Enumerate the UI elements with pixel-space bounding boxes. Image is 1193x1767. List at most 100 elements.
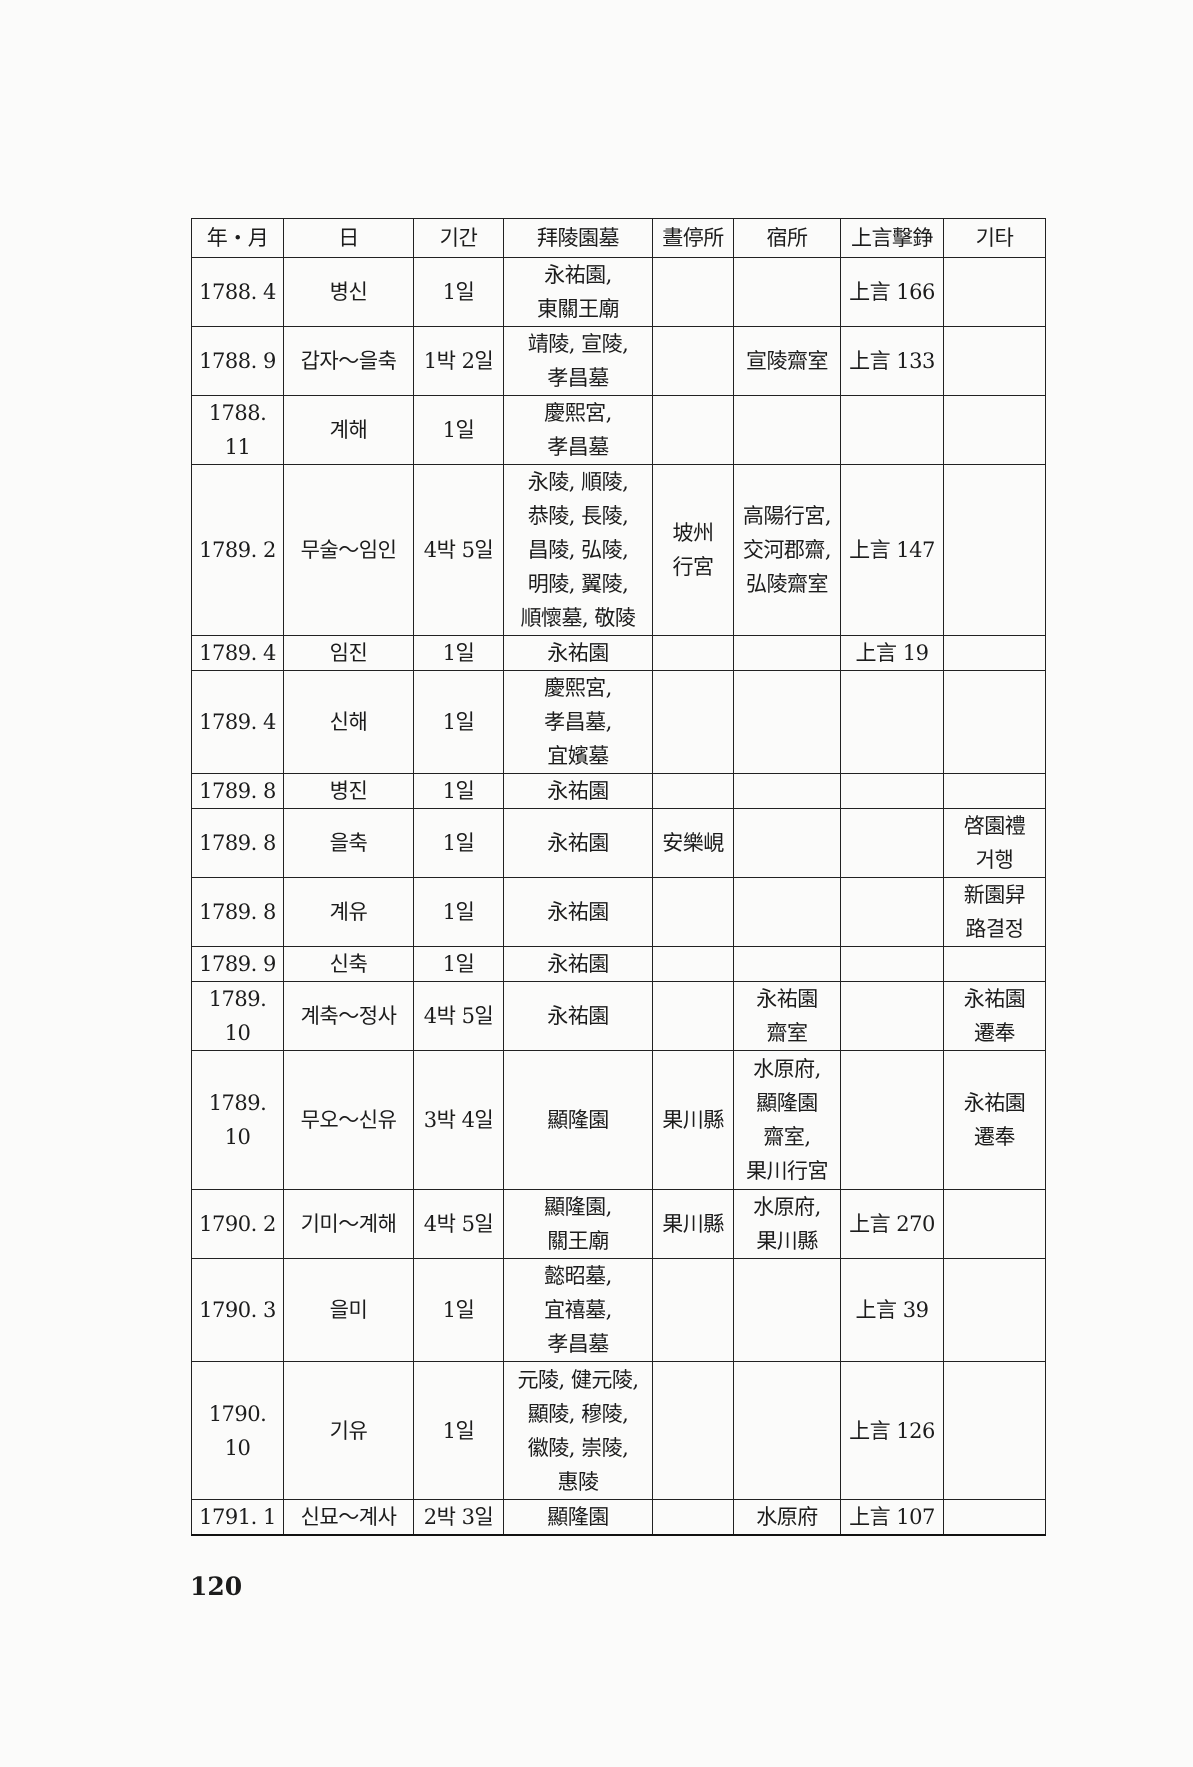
table-cell xyxy=(733,395,841,465)
table-cell: 上言 19 xyxy=(840,635,944,671)
table-cell: 1일 xyxy=(413,1361,504,1500)
table-cell: 4박 5일 xyxy=(413,1189,504,1259)
table-cell xyxy=(733,773,841,809)
table-cell xyxy=(840,395,944,465)
column-header: 晝停所 xyxy=(652,218,734,258)
table-row: 1790. 2 기미～계해 4박 5일 顯隆園, 關王廟 果川縣 水原府, 果川縣 上言 2… xyxy=(191,1189,1046,1259)
table-cell xyxy=(943,946,1046,982)
table-cell: 1791. 1 xyxy=(191,1499,284,1536)
table-cell xyxy=(733,1361,841,1500)
column-header: 拜陵園墓 xyxy=(503,218,653,258)
table-cell: 上言 126 xyxy=(840,1361,944,1500)
table-row: 1790. 3 을미 1일 懿昭墓, 宜禧墓, 孝昌墓 上言 39 xyxy=(191,1258,1046,1362)
table-cell: 啓園禮 거행 xyxy=(943,808,1046,878)
table-cell: 2박 3일 xyxy=(413,1499,504,1536)
table-cell xyxy=(943,1189,1046,1259)
table-cell: 永祐園 xyxy=(503,808,653,878)
table-cell: 上言 147 xyxy=(840,464,944,636)
table-cell: 水原府 xyxy=(733,1499,841,1536)
table-cell xyxy=(840,946,944,982)
table-cell xyxy=(652,257,734,327)
table-cell: 1790. 10 xyxy=(191,1361,284,1500)
table-cell: 永祐園 xyxy=(503,773,653,809)
table-cell: 신해 xyxy=(283,670,414,774)
table-cell: 顯隆園 xyxy=(503,1050,653,1190)
table-cell xyxy=(652,395,734,465)
table-cell: 1789. 10 xyxy=(191,1050,284,1190)
table-cell xyxy=(943,773,1046,809)
table-row: 1788. 11 계해 1일 慶熙宮, 孝昌墓 xyxy=(191,395,1046,465)
table-cell: 慶熙宮, 孝昌墓 xyxy=(503,395,653,465)
table-cell xyxy=(943,395,1046,465)
table-row: 1790. 10 기유 1일 元陵, 健元陵, 顯陵, 穆陵, 徽陵, 崇陵, 惠陵 上… xyxy=(191,1361,1046,1500)
table-cell: 4박 5일 xyxy=(413,464,504,636)
table-cell: 1789. 4 xyxy=(191,670,284,774)
table-cell: 永陵, 順陵, 恭陵, 長陵, 昌陵, 弘陵, 明陵, 翼陵, 順懷墓, 敬陵 xyxy=(503,464,653,636)
table-row: 1789. 10 계축～정사 4박 5일 永祐園 永祐園 齋室 永祐園 遷奉 xyxy=(191,981,1046,1051)
table-cell: 1789. 8 xyxy=(191,877,284,947)
table-cell: 기유 xyxy=(283,1361,414,1500)
table-cell: 果川縣 xyxy=(652,1050,734,1190)
table-cell xyxy=(733,670,841,774)
table-cell: 1790. 2 xyxy=(191,1189,284,1259)
table-row: 1789. 4 신해 1일 慶熙宮, 孝昌墓, 宜嬪墓 xyxy=(191,670,1046,774)
table-cell xyxy=(652,946,734,982)
table-cell xyxy=(733,946,841,982)
table-cell: 永祐園 遷奉 xyxy=(943,1050,1046,1190)
table-cell: 永祐園 遷奉 xyxy=(943,981,1046,1051)
visits-table: 年・月日 기간 拜陵園墓 晝停所 宿所 上言擊錚 기타 1788. 4 병신 1일 永祐園, 東關王… xyxy=(191,218,1046,1536)
table-cell: 1일 xyxy=(413,395,504,465)
table-cell: 高陽行宮, 交河郡齋, 弘陵齋室 xyxy=(733,464,841,636)
table-cell: 1일 xyxy=(413,257,504,327)
table-cell xyxy=(840,877,944,947)
column-header: 기타 xyxy=(943,218,1046,258)
table-cell: 1일 xyxy=(413,670,504,774)
table-cell: 을미 xyxy=(283,1258,414,1362)
table-cell: 新園舁 路결정 xyxy=(943,877,1046,947)
table-cell: 4박 5일 xyxy=(413,981,504,1051)
table-row: 1788. 9 갑자～을축 1박 2일 靖陵, 宣陵, 孝昌墓 宣陵齋室 上言 133 xyxy=(191,326,1046,396)
table-cell: 병신 xyxy=(283,257,414,327)
table-cell: 3박 4일 xyxy=(413,1050,504,1190)
table-row: 1791. 1 신묘～계사 2박 3일 顯隆園 水原府 上言 107 xyxy=(191,1499,1046,1536)
table-cell xyxy=(943,1361,1046,1500)
table-cell xyxy=(733,877,841,947)
table-cell: 果川縣 xyxy=(652,1189,734,1259)
table-cell: 1789. 8 xyxy=(191,808,284,878)
table-cell xyxy=(943,670,1046,774)
table-cell: 1일 xyxy=(413,946,504,982)
table-row: 1789. 8 계유 1일 永祐園 新園舁 路결정 xyxy=(191,877,1046,947)
table-cell xyxy=(943,1258,1046,1362)
table-cell xyxy=(733,1258,841,1362)
table-cell: 水原府, 顯隆園 齋室, 果川行宮 xyxy=(733,1050,841,1190)
table-cell xyxy=(840,981,944,1051)
table-cell: 上言 270 xyxy=(840,1189,944,1259)
table-cell xyxy=(943,1499,1046,1536)
table-row: 1789. 2 무술～임인 4박 5일 永陵, 順陵, 恭陵, 長陵, 昌陵, 弘陵,… xyxy=(191,464,1046,636)
table-cell: 顯隆園, 關王廟 xyxy=(503,1189,653,1259)
table-cell: 1789. 10 xyxy=(191,981,284,1051)
table-cell xyxy=(943,464,1046,636)
table-cell: 安樂峴 xyxy=(652,808,734,878)
table-row: 1789. 4 임진 1일 永祐園 上言 19 xyxy=(191,635,1046,671)
table-cell: 懿昭墓, 宜禧墓, 孝昌墓 xyxy=(503,1258,653,1362)
table-cell: 1788. 11 xyxy=(191,395,284,465)
table-cell: 慶熙宮, 孝昌墓, 宜嬪墓 xyxy=(503,670,653,774)
table-cell: 永祐園 xyxy=(503,946,653,982)
table-cell: 신묘～계사 xyxy=(283,1499,414,1536)
table-cell: 永祐園, 東關王廟 xyxy=(503,257,653,327)
table-cell: 1789. 4 xyxy=(191,635,284,671)
table-cell: 무오～신유 xyxy=(283,1050,414,1190)
table-cell: 신축 xyxy=(283,946,414,982)
table-row: 1789. 10 무오～신유 3박 4일 顯隆園 果川縣 水原府, 顯隆園 齋室, 果川行… xyxy=(191,1050,1046,1190)
table-row: 1789. 9 신축 1일 永祐園 xyxy=(191,946,1046,982)
table-cell: 1일 xyxy=(413,808,504,878)
table-cell: 元陵, 健元陵, 顯陵, 穆陵, 徽陵, 崇陵, 惠陵 xyxy=(503,1361,653,1500)
table-cell: 1788. 4 xyxy=(191,257,284,327)
table-cell: 永祐園 xyxy=(503,635,653,671)
table-cell xyxy=(652,1258,734,1362)
table-row: 1788. 4 병신 1일 永祐園, 東關王廟 上言 166 xyxy=(191,257,1046,327)
column-header: 上言擊錚 xyxy=(840,218,944,258)
table-cell xyxy=(943,635,1046,671)
table-cell: 永祐園 xyxy=(503,981,653,1051)
